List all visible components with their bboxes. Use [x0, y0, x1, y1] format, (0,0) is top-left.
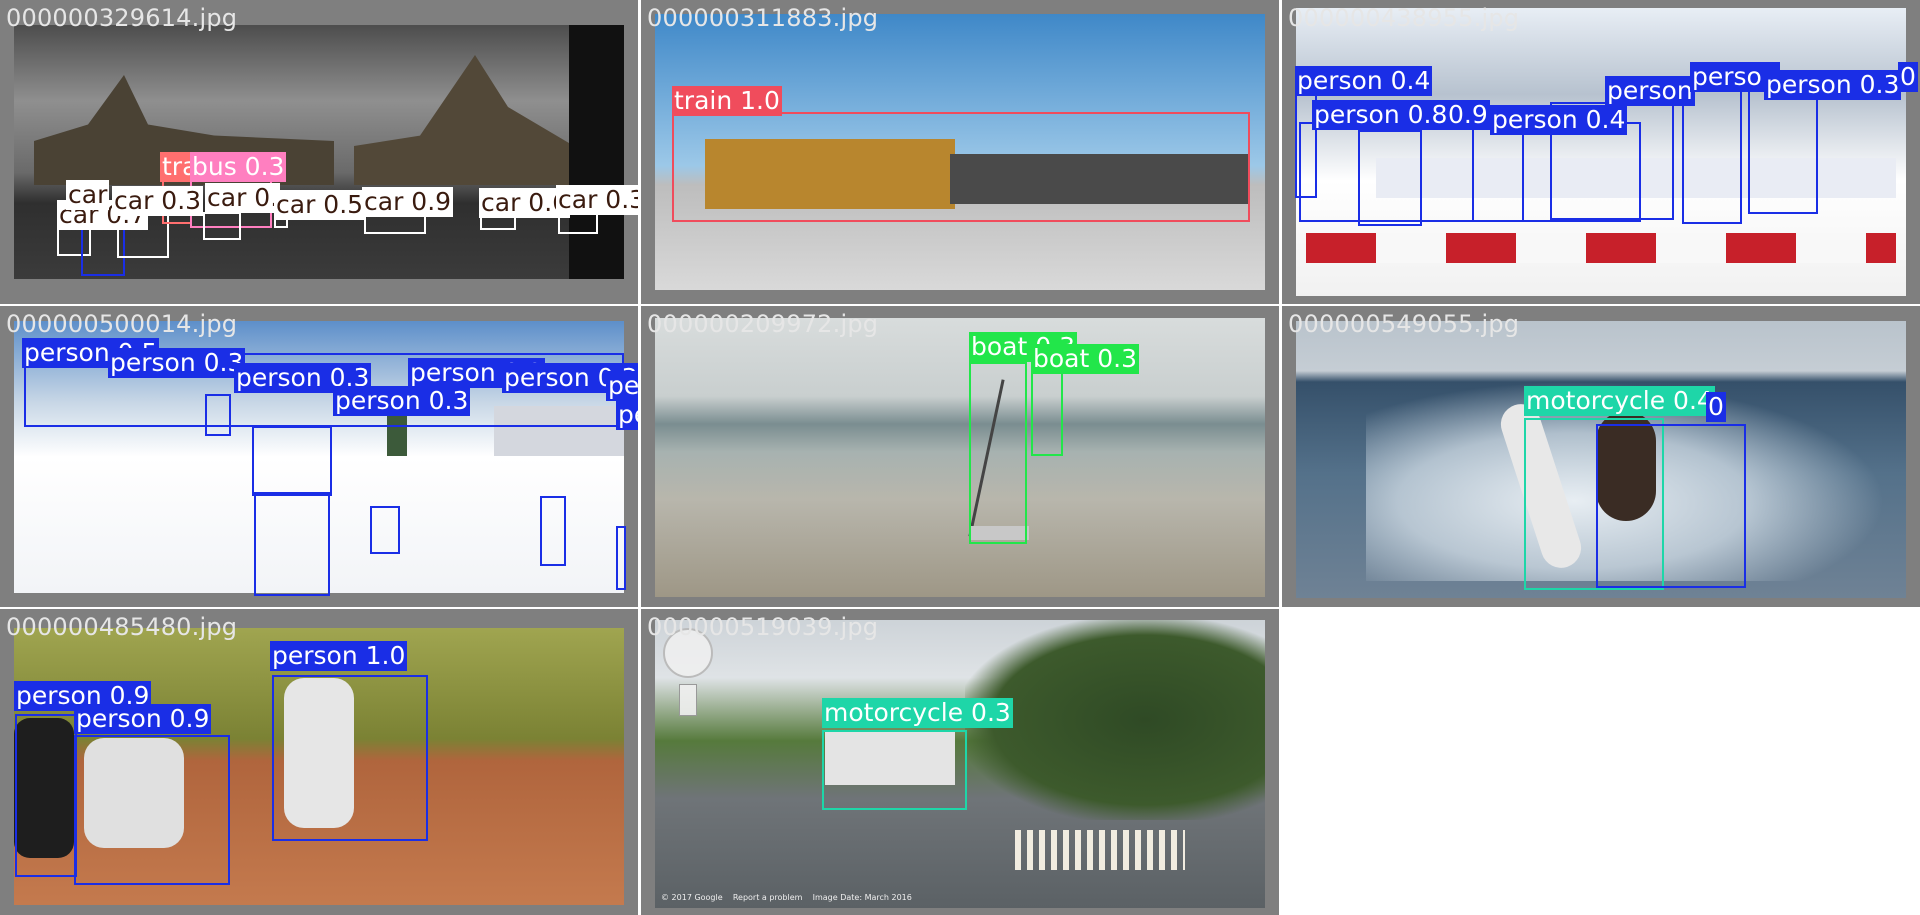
- trees: [965, 620, 1265, 820]
- detection-box-person: [74, 735, 230, 885]
- detection-box-motorcycle: [822, 730, 967, 810]
- detection-box-person: [272, 675, 428, 841]
- detection-box-person: [252, 426, 332, 496]
- batter: [284, 678, 354, 828]
- detection-label: person 0.3: [1764, 70, 1902, 100]
- detection-box-person: [254, 492, 330, 596]
- detection-label: 0: [1706, 392, 1726, 422]
- detection-label: car 0.6: [479, 188, 571, 218]
- detection-label: person 0.3: [333, 386, 471, 416]
- detection-box-person: [1748, 86, 1818, 214]
- detection-box-person: [1358, 130, 1422, 226]
- detection-label: boat 0.3: [969, 332, 1077, 362]
- detection-label: car 0.9: [362, 187, 454, 217]
- detection-box-person: [540, 496, 566, 566]
- picket-fence: [1015, 830, 1185, 870]
- detection-box-person: [370, 506, 400, 554]
- detection-box-person: [616, 526, 626, 590]
- umpire: [14, 718, 74, 858]
- detection-label: train 1.0: [672, 86, 782, 116]
- detection-label: person 0.4: [1490, 105, 1628, 135]
- detection-label: car 0.3: [112, 186, 204, 216]
- map-nav-control[interactable]: [663, 628, 713, 678]
- tile-filename: 000000209972.jpg: [647, 310, 879, 338]
- detection-label: motorcycle 0.3: [822, 698, 1013, 728]
- tile-photo: [1296, 8, 1906, 296]
- detection-label: person 1.0: [270, 641, 408, 671]
- image-tile-5[interactable]: 000000209972.jpg boat 0.3 boat 0.3: [641, 306, 1279, 607]
- detection-label: 0: [1898, 62, 1918, 92]
- tile-filename: 000000311883.jpg: [647, 4, 879, 32]
- detection-label: motorcycle 0.4: [1524, 386, 1715, 416]
- tile-filename: 000000500014.jpg: [6, 310, 238, 338]
- freight-cars: [950, 154, 1250, 204]
- detection-box-boat: [969, 362, 1027, 544]
- detection-box-boat: [1031, 366, 1063, 456]
- detection-label: person 0.9: [74, 704, 212, 734]
- tree-silhouette: [569, 25, 624, 279]
- truck: [825, 730, 955, 785]
- tile-filename: 000000438955.jpg: [1288, 4, 1520, 32]
- tile-photo: [655, 14, 1265, 290]
- detection-label: bus 0.3: [190, 152, 287, 182]
- detection-label: person 0.5: [606, 371, 638, 401]
- catcher: [84, 738, 184, 848]
- image-tile-2[interactable]: 000000311883.jpg train 1.0: [641, 0, 1279, 304]
- image-tile-7[interactable]: 000000485480.jpg person 0.9 person 0.9 p…: [0, 609, 638, 915]
- tree: [387, 406, 407, 456]
- hull: [969, 526, 1029, 540]
- tile-photo: [14, 628, 624, 905]
- report-problem-link[interactable]: Report a problem: [732, 893, 803, 902]
- detection-box-train: [672, 112, 1250, 222]
- detection-label: car: [66, 180, 110, 210]
- tile-filename: 000000519039.jpg: [647, 613, 879, 641]
- image-tile-3[interactable]: 000000438955.jpg person 0.4 person 0.8 0…: [1282, 0, 1920, 304]
- detection-label: person: [1605, 76, 1695, 106]
- detection-box-person: [205, 394, 231, 436]
- tile-photo: © 2017 Google Report a problem Image Dat…: [655, 620, 1265, 908]
- church-silhouette: [354, 55, 574, 185]
- surfer: [1596, 411, 1656, 521]
- building: [494, 406, 624, 456]
- tile-photo: [14, 25, 624, 279]
- image-tile-8[interactable]: © 2017 Google Report a problem Image Dat…: [641, 609, 1279, 915]
- tile-photo: [655, 318, 1265, 597]
- copyright-text: © 2017 Google: [661, 893, 723, 902]
- detection-label: person 0.8: [1312, 100, 1450, 130]
- detection-box-person: [1596, 424, 1746, 588]
- banner: [1376, 158, 1896, 198]
- detection-label: person 0.4: [616, 400, 638, 430]
- detection-box-motorcycle: [1524, 418, 1664, 590]
- tile-filename: 000000549055.jpg: [1288, 310, 1520, 338]
- detection-box-car: [203, 212, 241, 240]
- zoom-control[interactable]: [679, 684, 697, 716]
- detection-label: car 0.: [205, 183, 281, 213]
- map-credits: © 2017 Google Report a problem Image Dat…: [661, 893, 912, 902]
- detection-label: car 0.5: [274, 190, 366, 220]
- image-tile-6[interactable]: 000000549055.jpg motorcycle 0.4 0: [1282, 306, 1920, 607]
- tile-filename: 000000329614.jpg: [6, 4, 238, 32]
- locomotive: [705, 139, 955, 209]
- tile-photo: [1296, 321, 1906, 598]
- detection-label: 0.9: [1446, 100, 1490, 130]
- image-tile-4[interactable]: 000000500014.jpg person 0.5 person 0.3 p…: [0, 306, 638, 607]
- image-tile-1[interactable]: 000000329614.jpg car 0.7 car car 0.3 tra…: [0, 0, 638, 304]
- image-date-text: Image Date: March 2016: [812, 893, 912, 902]
- detection-label: person 0.4: [1295, 66, 1433, 96]
- tile-filename: 000000485480.jpg: [6, 613, 238, 641]
- detection-label: boat 0.3: [1031, 344, 1139, 374]
- red-markers: [1306, 233, 1896, 263]
- detection-box-person: [1472, 128, 1524, 222]
- detection-box-person: [15, 714, 77, 877]
- detection-label: person 0.3: [108, 348, 246, 378]
- detection-label: car 0.3: [556, 185, 638, 215]
